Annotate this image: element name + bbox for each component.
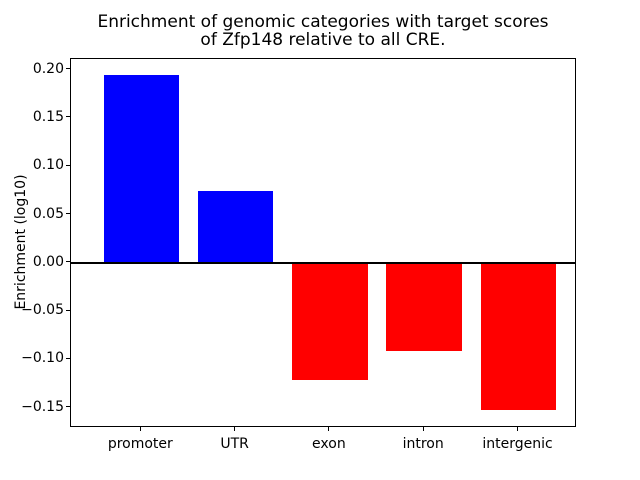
x-tick-label-intron: intron [402, 436, 444, 452]
y-tick-mark [66, 261, 70, 263]
y-tick-mark [66, 309, 70, 311]
y-tick-label: 0.15 [32, 108, 64, 125]
y-tick-mark [66, 406, 70, 408]
bar-promoter [103, 75, 180, 263]
plot-area [70, 58, 576, 427]
y-tick-label: 0.00 [32, 253, 64, 270]
y-axis-label: Enrichment (log10) [13, 174, 29, 310]
bar-exon [292, 262, 368, 380]
x-tick-label-UTR: UTR [220, 436, 249, 452]
x-tick-label-intergenic: intergenic [482, 436, 553, 452]
chart-title: Enrichment of genomic categories with ta… [97, 12, 549, 51]
x-tick-mark [234, 427, 236, 431]
y-tick-label: 0.20 [32, 60, 64, 77]
y-tick-label: −0.05 [21, 302, 64, 319]
bar-intron [386, 262, 462, 351]
x-tick-label-promoter: promoter [107, 436, 173, 452]
bar-UTR [197, 191, 274, 263]
y-tick-label: −0.15 [21, 398, 64, 415]
bar-intergenic [480, 262, 557, 410]
y-tick-label: 0.10 [32, 157, 64, 174]
zero-baseline [71, 261, 575, 265]
y-tick-mark [66, 68, 70, 70]
x-tick-mark [422, 427, 424, 431]
y-tick-label: 0.05 [32, 205, 64, 222]
x-tick-mark [328, 427, 330, 431]
y-tick-label: −0.10 [21, 350, 64, 367]
y-tick-mark [66, 357, 70, 359]
x-tick-mark [517, 427, 518, 431]
y-tick-mark [66, 213, 70, 215]
x-tick-mark [139, 427, 141, 431]
y-tick-mark [66, 116, 70, 118]
x-tick-label-exon: exon [312, 436, 346, 452]
y-tick-mark [66, 164, 70, 166]
